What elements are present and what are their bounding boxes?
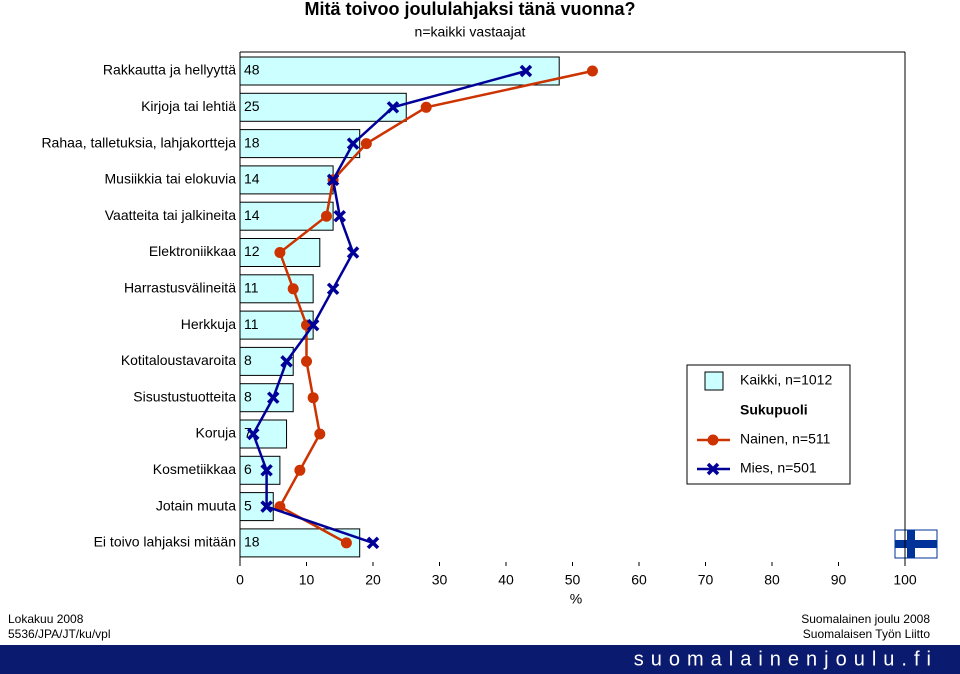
marker (340, 537, 352, 549)
value-label: 5 (244, 497, 252, 513)
footer-survey: Suomalainen joulu 2008 (801, 612, 930, 626)
marker (294, 464, 306, 476)
marker (333, 209, 346, 223)
legend-label: Nainen, n=511 (740, 431, 831, 447)
legend-swatch (706, 462, 720, 476)
value-label: 25 (244, 98, 260, 114)
category-label: Musiikkia tai elokuvia (105, 171, 237, 187)
category-label: Rakkautta ja hellyyttä (103, 62, 236, 78)
category-label: Kirjoja tai lehtiä (141, 98, 236, 114)
legend-swatch (707, 434, 719, 446)
value-label: 14 (244, 171, 260, 187)
x-tick-label: 0 (236, 572, 244, 588)
category-label: Harrastusvälineitä (124, 280, 236, 296)
x-tick-label: 20 (365, 572, 381, 588)
value-label: 18 (244, 534, 260, 550)
x-tick-label: 60 (631, 572, 647, 588)
footer-code: 5536/JPA/JT/ku/vpl (8, 627, 111, 641)
value-label: 7 (244, 425, 252, 441)
legend-swatch (704, 371, 724, 391)
chart-subtitle: n=kaikki vastaajat (415, 24, 526, 40)
marker (260, 464, 273, 477)
category-label: Elektroniikkaa (149, 243, 236, 259)
bar (239, 201, 334, 231)
category-label: Herkkuja (181, 316, 236, 332)
bar (239, 455, 281, 485)
marker (346, 246, 360, 259)
bar (239, 165, 334, 195)
value-label: 6 (244, 461, 252, 477)
bar (239, 92, 407, 122)
value-label: 8 (244, 388, 252, 404)
bar (239, 310, 314, 340)
series-line (251, 69, 527, 545)
category-label: Jotain muuta (156, 497, 236, 513)
category-label: Kosmetiikkaa (153, 461, 236, 477)
value-label: 14 (244, 207, 260, 223)
x-tick-label: 70 (698, 572, 714, 588)
category-label: Rahaa, talletuksia, lahjakortteja (41, 134, 236, 150)
x-tick-label: 40 (498, 572, 514, 588)
marker (274, 247, 286, 258)
bar (239, 56, 560, 86)
marker (326, 173, 340, 187)
x-tick-label: 50 (565, 572, 581, 588)
x-tick-label: 80 (764, 572, 780, 588)
category-label: Vaatteita tai jalkineita (105, 207, 236, 223)
marker (326, 282, 340, 296)
x-axis-label: % (570, 591, 582, 607)
value-label: 8 (244, 352, 252, 368)
marker (519, 64, 533, 78)
x-tick-label: 30 (432, 572, 448, 588)
marker (267, 391, 280, 404)
value-label: 12 (244, 243, 260, 259)
marker (280, 355, 293, 368)
series-line (278, 69, 593, 544)
category-label: Koruja (196, 425, 237, 441)
legend-label: Mies, n=501 (740, 460, 817, 476)
footer-date: Lokakuu 2008 (8, 612, 84, 626)
footer-org: Suomalaisen Työn Liitto (803, 627, 931, 641)
x-tick-label: 90 (831, 572, 847, 588)
value-label: 11 (244, 316, 259, 332)
marker (306, 318, 320, 332)
bar (239, 528, 361, 558)
marker (320, 210, 332, 222)
marker (360, 138, 372, 150)
marker (586, 65, 598, 77)
value-label: 48 (244, 62, 260, 78)
marker (307, 392, 319, 404)
category-label: Sisustustuotteita (133, 388, 236, 404)
x-tick-label: 100 (893, 572, 917, 588)
legend-group-title: Sukupuoli (740, 402, 808, 418)
marker (287, 283, 299, 295)
chart-title: Mitä toivoo joululahjaksi tänä vuonna? (304, 0, 635, 19)
marker (346, 137, 360, 150)
legend-label: Kaikki, n=1012 (740, 372, 832, 388)
bar (239, 129, 361, 159)
flag-cross (895, 540, 937, 548)
banner (0, 645, 960, 674)
category-label: Ei toivo lahjaksi mitään (94, 534, 236, 550)
value-label: 18 (244, 134, 260, 150)
bar (239, 419, 288, 449)
x-tick-label: 10 (299, 572, 315, 588)
bar (239, 274, 314, 304)
website: suomalainenjoulu.fi (634, 648, 938, 670)
value-label: 11 (244, 280, 259, 296)
marker (247, 427, 260, 441)
marker (260, 500, 273, 513)
marker (366, 536, 380, 550)
marker (386, 101, 400, 114)
marker (314, 428, 326, 440)
marker (420, 101, 432, 113)
category-label: Kotitaloustavaroita (121, 352, 236, 368)
marker (301, 355, 312, 367)
